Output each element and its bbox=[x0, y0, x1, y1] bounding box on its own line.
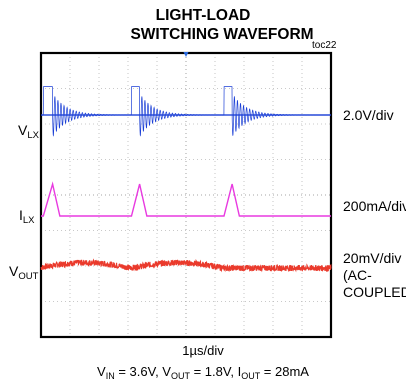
ch2-label: ILX bbox=[19, 207, 35, 226]
vout-label: V bbox=[162, 364, 171, 379]
vout-sub: OUT bbox=[170, 371, 190, 381]
ch1-label-main: V bbox=[18, 122, 28, 138]
chart-title-line1: LIGHT-LOAD bbox=[155, 7, 251, 24]
vin-value: = 3.6V, bbox=[114, 364, 163, 379]
vout-value: = 1.8V, bbox=[189, 364, 238, 379]
ch3-scale-coupling-1: (AC- bbox=[343, 267, 372, 283]
chart-title: LIGHT-LOAD SWITCHING WAVEFORM bbox=[0, 6, 406, 44]
vin-label: V bbox=[97, 364, 106, 379]
trigger-marker bbox=[183, 52, 189, 57]
timebase-label: 1µs/div bbox=[182, 343, 224, 358]
trace-vout bbox=[40, 258, 332, 273]
ch2-scale: 200mA/div bbox=[343, 198, 406, 214]
ch1-label-sub: LX bbox=[27, 130, 39, 141]
ch3-scale-coupling-2: COUPLED) bbox=[343, 284, 406, 300]
figure-tag: toc22 bbox=[312, 40, 337, 51]
ch3-label-sub: OUT bbox=[18, 271, 39, 282]
iout-value: = 28mA bbox=[260, 364, 309, 379]
ch3-scale: 20mV/div bbox=[343, 250, 402, 266]
trace-ilx bbox=[41, 181, 331, 217]
scope-grid bbox=[41, 53, 331, 337]
ch2-label-sub: LX bbox=[22, 215, 35, 226]
ch3-label-main: V bbox=[9, 263, 19, 279]
ch3-label: VOUT bbox=[9, 263, 38, 282]
scope-traces bbox=[40, 52, 332, 273]
iout-sub: OUT bbox=[241, 371, 261, 381]
ch2-label-main: I bbox=[19, 207, 23, 223]
chart-title-line2: SWITCHING WAVEFORM bbox=[130, 26, 314, 43]
ch1-label: VLX bbox=[18, 122, 39, 141]
iout-label: I bbox=[237, 364, 242, 379]
test-conditions: VIN = 3.6V, VOUT = 1.8V, IOUT = 28mA bbox=[0, 364, 406, 381]
vin-sub: IN bbox=[105, 371, 115, 381]
ch1-scale: 2.0V/div bbox=[343, 107, 394, 123]
